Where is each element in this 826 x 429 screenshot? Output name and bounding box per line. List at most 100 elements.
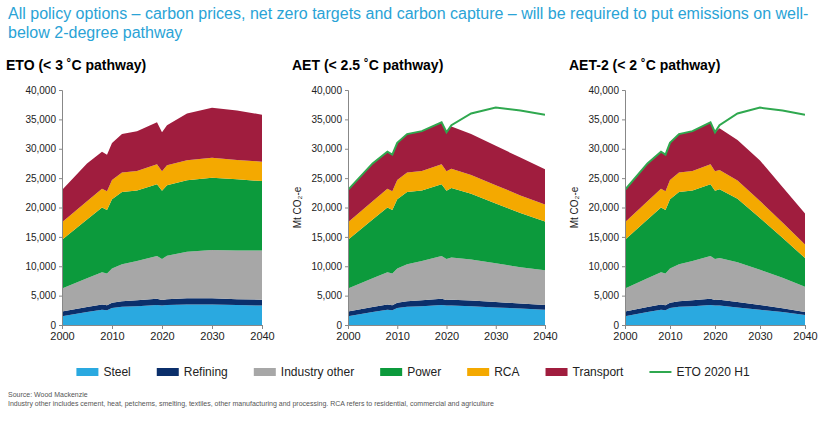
- y-tick: 15,000: [311, 232, 348, 243]
- y-tick-label: 35,000: [311, 114, 342, 125]
- y-tick: 40,000: [588, 85, 625, 96]
- y-tick-mark: [59, 149, 62, 150]
- x-tick-mark: [760, 325, 761, 329]
- legend-label: Power: [407, 365, 441, 379]
- y-tick-label: 25,000: [588, 173, 619, 184]
- title: All policy options – carbon prices, net …: [8, 4, 820, 42]
- y-tick: 30,000: [25, 143, 62, 154]
- y-tick-label: 5,000: [594, 290, 619, 301]
- x-tick: 2040: [250, 325, 274, 342]
- y-tick: 30,000: [588, 143, 625, 154]
- y-tick-label: 40,000: [588, 85, 619, 96]
- x-tick-label: 2000: [50, 330, 74, 342]
- y-tick: 0: [336, 320, 348, 331]
- y-tick: 5,000: [31, 290, 62, 301]
- x-tick-mark: [447, 325, 448, 329]
- y-tick-mark: [345, 208, 348, 209]
- x-tick-label: 2030: [484, 330, 508, 342]
- y-axis: 0 5,000 10,000 15,000 20,000 25,000 30,000 35,0…: [588, 85, 625, 331]
- y-axis: 05,00010,00015,00020,00025,00030,00035,0…: [311, 85, 348, 331]
- y-tick-mark: [345, 237, 348, 238]
- y-tick: 15,000: [588, 232, 625, 243]
- x-tick-mark: [545, 325, 546, 329]
- x-tick-mark: [670, 325, 671, 329]
- legend-item: Industry other: [254, 365, 354, 379]
- y-tick-label: 15,000: [311, 232, 342, 243]
- area: [348, 122, 545, 222]
- legend-swatch: [649, 371, 671, 373]
- x-axis-line: [63, 326, 263, 330]
- x-axis: 20002010202020302040: [50, 325, 274, 342]
- x-tick-label: 2000: [336, 330, 360, 342]
- y-tick-mark: [59, 119, 62, 120]
- y-tick-label: 25,000: [311, 173, 342, 184]
- x-tick: 2040: [533, 325, 557, 342]
- legend-label: Industry other: [281, 365, 354, 379]
- y-tick-mark: [59, 325, 62, 326]
- legend-item: Transport: [546, 365, 625, 379]
- x-tick: 2010: [100, 325, 124, 342]
- x-tick-mark: [212, 325, 213, 329]
- legend: Steel Refining Industry other Power RCA Trans…: [76, 365, 750, 379]
- y-tick: 10,000: [25, 261, 62, 272]
- x-tick-mark: [262, 325, 263, 329]
- y-tick-mark: [345, 119, 348, 120]
- y-tick-mark: [59, 296, 62, 297]
- y-tick-label: 0: [50, 320, 56, 331]
- y-tick: 25,000: [588, 173, 625, 184]
- x-tick: 2010: [386, 325, 410, 342]
- y-tick-mark: [345, 325, 348, 326]
- y-tick: 25,000: [311, 173, 348, 184]
- x-tick-label: 2010: [386, 330, 410, 342]
- chart-svg: ETO (< 3 ˚C pathway)20002010202020302040…: [0, 0, 826, 429]
- chart: ETO (< 3 ˚C pathway)20002010202020302040…: [6, 57, 275, 342]
- y-tick-mark: [59, 237, 62, 238]
- y-tick: 5,000: [594, 290, 625, 301]
- y-tick: 5,000: [317, 290, 348, 301]
- legend-swatch: [546, 368, 568, 376]
- y-tick-mark: [622, 296, 625, 297]
- y-axis-title: Mt CO₂-e: [569, 186, 580, 228]
- y-tick: 15,000: [25, 232, 62, 243]
- y-tick-mark: [345, 149, 348, 150]
- legend-swatch: [254, 368, 276, 376]
- y-tick-mark: [622, 208, 625, 209]
- legend-item: ETO 2020 H1: [649, 365, 749, 379]
- y-tick-label: 0: [613, 320, 619, 331]
- x-tick-mark: [805, 325, 806, 329]
- x-tick-label: 2040: [250, 330, 274, 342]
- x-tick-mark: [715, 325, 716, 329]
- x-tick-label: 2030: [200, 330, 224, 342]
- legend-item: Steel: [76, 365, 130, 379]
- y-tick-label: 25,000: [25, 173, 56, 184]
- legend-label: RCA: [494, 365, 519, 379]
- x-tick-mark: [112, 325, 113, 329]
- x-tick-label: 2020: [703, 330, 727, 342]
- y-tick-label: 10,000: [311, 261, 342, 272]
- legend-label: ETO 2020 H1: [676, 365, 749, 379]
- y-tick-label: 35,000: [588, 114, 619, 125]
- chart-title: AET-2 (< 2 ˚C pathway): [569, 57, 720, 73]
- x-tick-label: 2010: [100, 330, 124, 342]
- y-axis-line: [345, 91, 349, 326]
- y-tick-label: 5,000: [317, 290, 342, 301]
- y-tick-mark: [622, 325, 625, 326]
- y-tick-label: 10,000: [588, 261, 619, 272]
- y-tick-label: 30,000: [311, 143, 342, 154]
- legend-swatch: [467, 368, 489, 376]
- y-tick-mark: [59, 178, 62, 179]
- line: [625, 108, 805, 190]
- line: [348, 108, 545, 190]
- y-tick: 10,000: [311, 261, 348, 272]
- y-tick: 30,000: [311, 143, 348, 154]
- legend-item: Power: [380, 365, 441, 379]
- x-tick: 2040: [793, 325, 817, 342]
- y-tick: 10,000: [588, 261, 625, 272]
- x-tick-label: 2030: [748, 330, 772, 342]
- y-tick-label: 40,000: [25, 85, 56, 96]
- y-tick: 20,000: [588, 202, 625, 213]
- x-tick: 2030: [484, 325, 508, 342]
- legend-item: Refining: [157, 365, 228, 379]
- y-tick-mark: [622, 266, 625, 267]
- y-tick-mark: [59, 266, 62, 267]
